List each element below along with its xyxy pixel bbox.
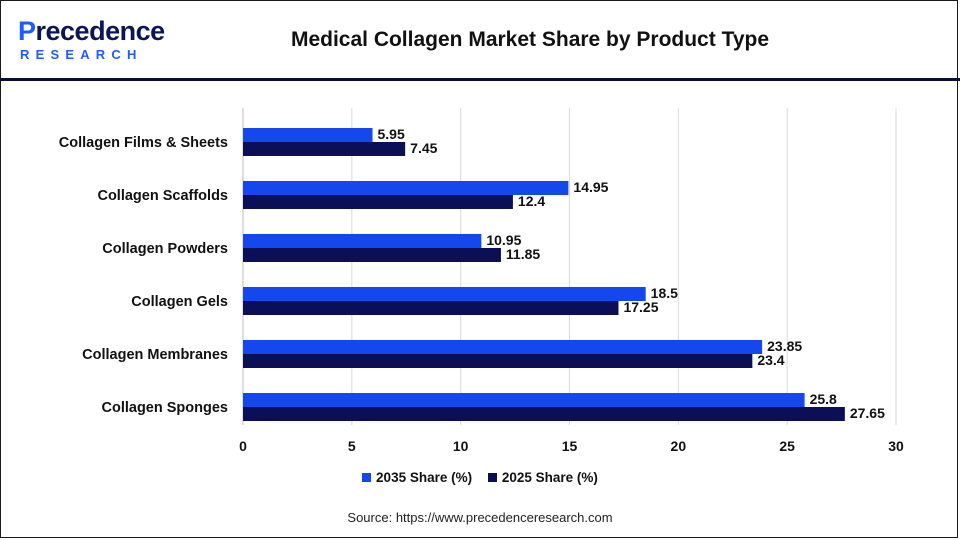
value-label-s1-c5: 27.65 [850,405,885,421]
bar-s0-c5 [243,393,805,407]
value-label-s0-c4: 23.85 [767,338,802,354]
bar-s1-c2 [243,248,501,262]
bar-s1-c5 [243,407,845,421]
value-label-s0-c5: 25.8 [810,391,837,407]
value-label-s0-c3: 18.5 [651,285,678,301]
bar-s1-c4 [243,354,753,368]
x-tick-label-5: 25 [779,438,795,454]
bar-s1-c3 [243,301,619,315]
category-label-1: Collagen Scaffolds [97,188,228,204]
legend-swatch-2025 [487,473,497,482]
logo-initial: P [18,16,36,46]
value-label-s1-c2: 11.85 [506,246,540,262]
value-label-s1-c3: 17.25 [623,299,658,315]
category-label-3: Collagen Gels [131,294,228,310]
category-label-5: Collagen Sponges [102,400,229,416]
legend: 2035 Share (%) 2025 Share (%) [0,470,960,485]
category-label-2: Collagen Powders [102,241,228,257]
value-label-s0-c0: 5.95 [378,126,405,142]
value-label-s1-c0: 7.45 [410,140,437,156]
category-label-0: Collagen Films & Sheets [59,135,228,151]
bar-s0-c2 [243,234,482,248]
bar-s0-c3 [243,287,646,301]
chart-title: Medical Collagen Market Share by Product… [290,28,770,51]
bar-s0-c0 [243,128,373,142]
legend-label-2025: 2025 Share (%) [501,470,598,485]
x-tick-label-1: 5 [348,438,356,454]
bar-s0-c1 [243,181,569,195]
value-label-s1-c4: 23.4 [757,352,784,368]
value-label-s0-c1: 14.95 [573,179,608,195]
logo-word-rest: recedence [35,16,166,46]
x-tick-label-3: 15 [562,438,578,454]
bar-s1-c0 [243,142,406,156]
value-label-s1-c1: 12.4 [518,193,545,209]
source-note: Source: https://www.precedenceresearch.c… [347,510,613,525]
header-divider [0,78,960,81]
legend-label-2035: 2035 Share (%) [376,470,473,485]
x-tick-label-4: 20 [671,438,687,454]
value-label-s0-c2: 10.95 [486,232,521,248]
logo-wordmark: Precedence [18,16,165,47]
legend-swatch-2035 [362,473,372,482]
logo-subtitle: RESEARCH [20,47,143,62]
bar-s1-c1 [243,195,513,209]
bar-s0-c4 [243,340,763,354]
legend-item-2025: 2025 Share (%) [487,470,598,485]
legend-item-2035: 2035 Share (%) [362,470,472,485]
header: Precedence RESEARCH Medical Collagen Mar… [0,0,960,80]
x-tick-label-0: 0 [239,438,247,454]
x-tick-label-2: 10 [453,438,469,454]
category-label-4: Collagen Membranes [82,347,228,363]
x-tick-label-6: 30 [888,438,904,454]
precedence-research-logo: Precedence RESEARCH [18,16,168,66]
